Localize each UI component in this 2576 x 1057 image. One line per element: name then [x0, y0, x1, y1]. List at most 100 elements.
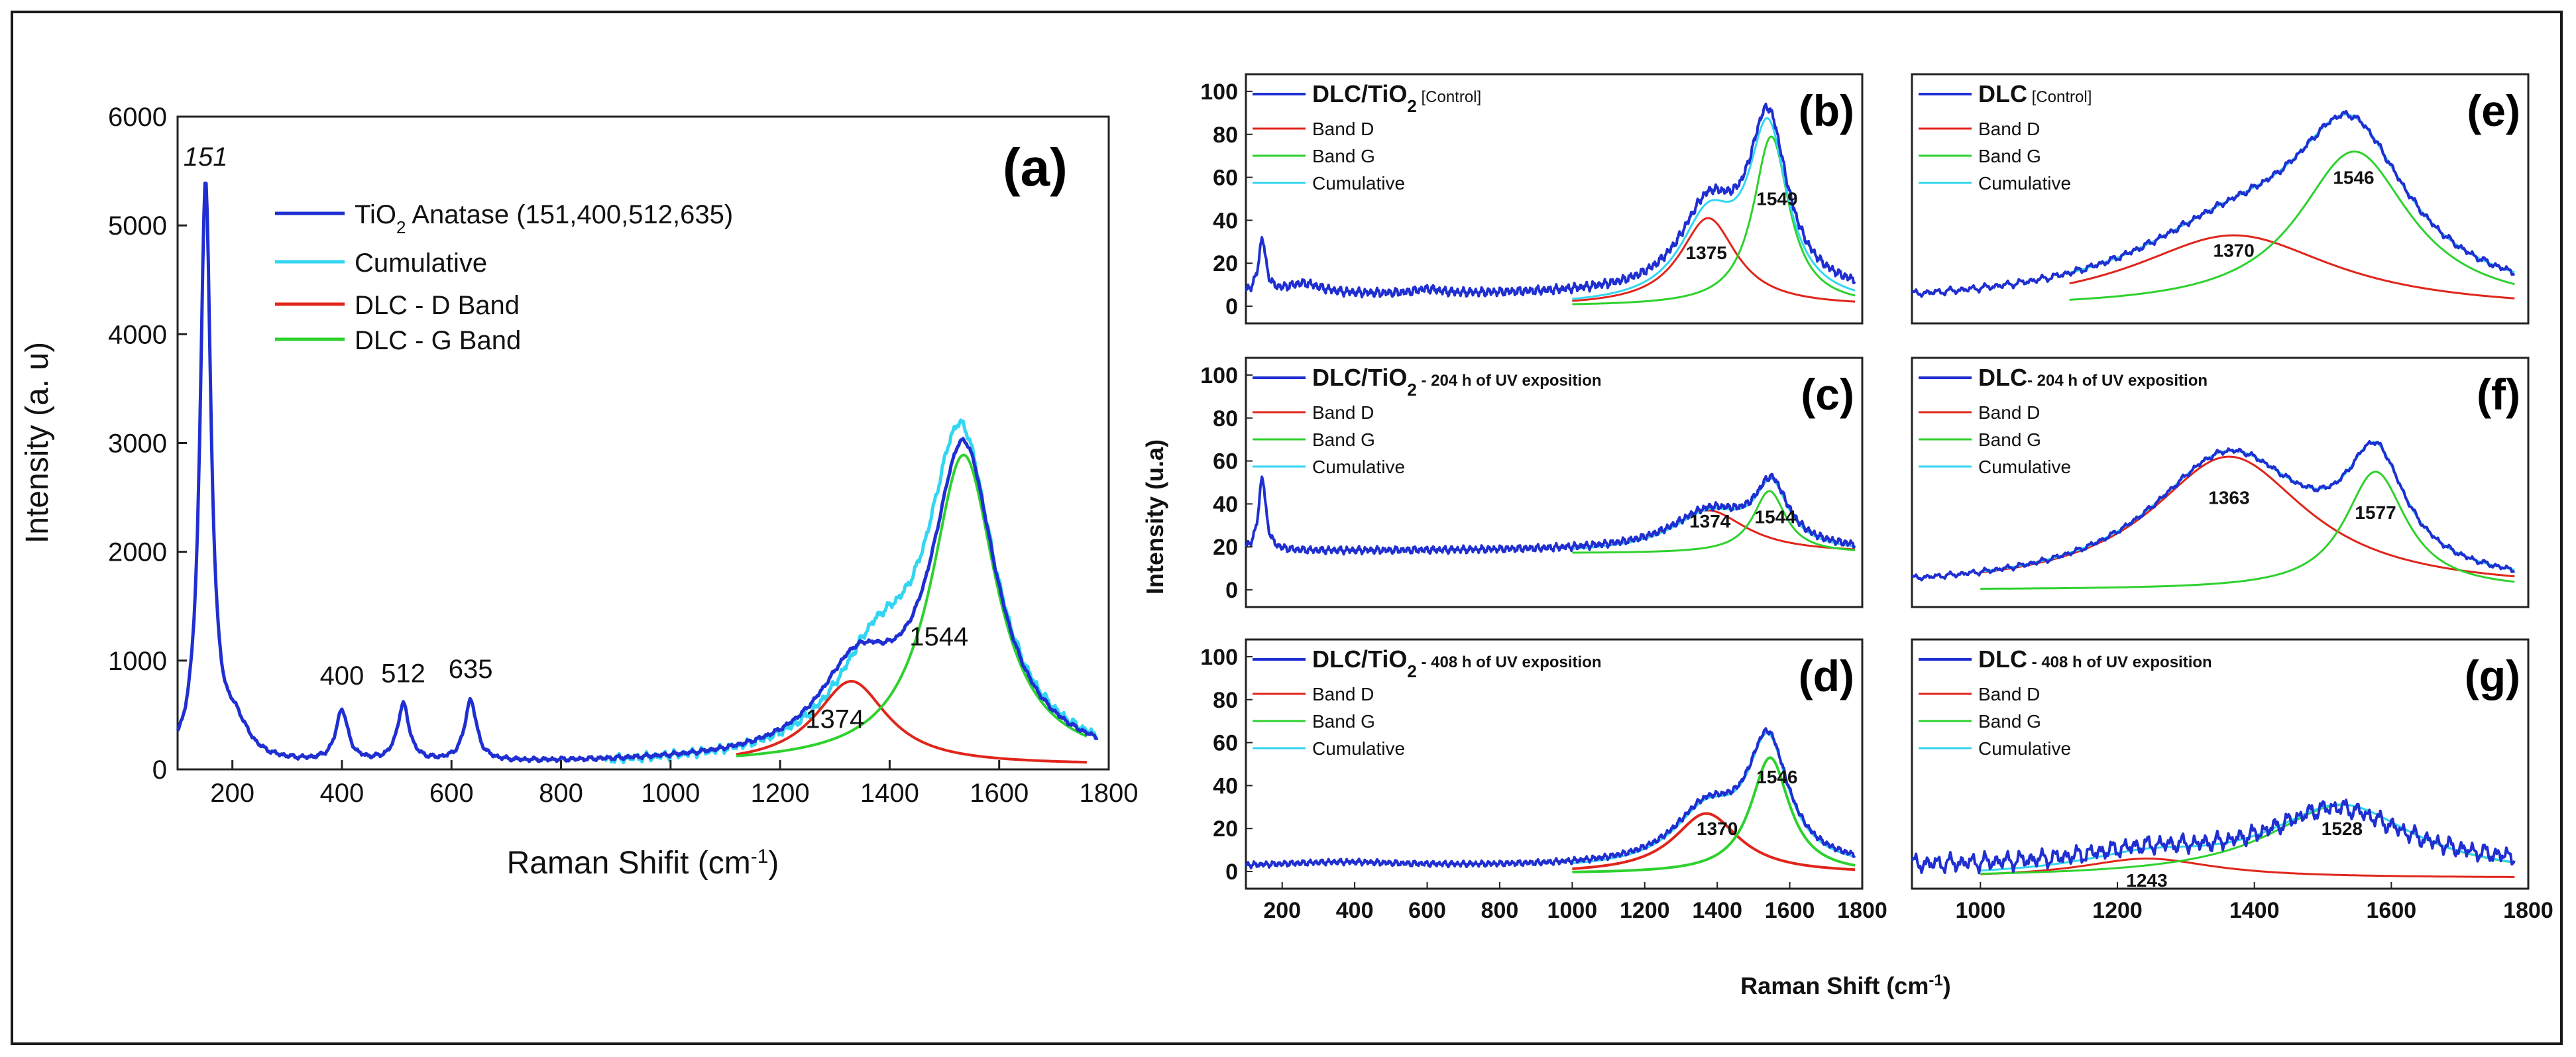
y-tick-label: 80 [1213, 688, 1238, 713]
panel-label-g: (g) [2465, 651, 2520, 700]
legend-label: Cumulative [1312, 738, 1405, 759]
legend-label: Band G [1312, 711, 1375, 732]
x-tick-label: 200 [1263, 898, 1301, 923]
x-tick-label: 1600 [1765, 898, 1815, 923]
series-line-band-d [1571, 812, 1856, 871]
legend-label: Band D [1312, 402, 1374, 423]
legend-label: Band G [1978, 711, 2041, 732]
legend-label: Cumulative [1312, 173, 1405, 194]
series-group [1911, 109, 2515, 301]
legend-label-tio2: TiO2 Anatase (151,400,512,635) [355, 200, 733, 237]
data-label: 1549 [1756, 189, 1797, 209]
panel-d: 0 20 40 60 80 100 200 400 600 800 1000 1200 1400 1600… [1200, 638, 1887, 923]
y-tick-label: 3000 [108, 429, 167, 459]
data-label: 1243 [2126, 870, 2167, 891]
series-line-band-g [1571, 756, 1856, 873]
y-tick-label: 100 [1200, 645, 1238, 670]
panel-label-e: (e) [2467, 86, 2520, 135]
data-label: 1546 [2333, 167, 2374, 188]
axes-frame [1245, 638, 1864, 890]
y-tick-label: 40 [1213, 492, 1238, 517]
series-line-cumulative [1571, 117, 1856, 300]
data-label: 1544 [1755, 507, 1797, 528]
panel-label-a: (a) [1003, 138, 1068, 197]
legend-label: Band G [1312, 146, 1375, 166]
y-tick-label: 20 [1213, 816, 1238, 842]
series-line-dlc-tio2 [1245, 727, 1856, 869]
data-label: 1375 [1686, 243, 1727, 263]
series-group [1245, 727, 1856, 873]
panel-e: 1546 1370 DLC [Control] Band D Band G Cumulat… [1911, 73, 2530, 325]
series-line-dlc-d-band [736, 680, 1088, 764]
data-label: 151 [184, 142, 228, 172]
panel-title: DLC/TiO2 [Control] [1312, 80, 1481, 116]
panel-b: 0 20 40 60 80 100 1375 1549 DLC/TiO2 [Control] Ba… [1200, 73, 1864, 325]
legend-label-cumulative: Cumulative [355, 249, 487, 278]
legend-label: Cumulative [1312, 457, 1405, 477]
series-line-band-g [1571, 135, 1856, 306]
x-tick-label: 400 [320, 779, 364, 808]
legend-label-g-band: DLC - G Band [355, 326, 521, 355]
series-group [176, 182, 1099, 765]
x-tick-group: 200 400 600 800 1000 1200 1400 1600 1800 [210, 760, 1138, 808]
legend-label: Band D [1978, 402, 2040, 423]
y-tick-label: 60 [1213, 166, 1238, 191]
data-label: 1370 [1697, 818, 1738, 839]
y-tick-label: 80 [1213, 406, 1238, 431]
x-tick-label: 1600 [2367, 898, 2417, 923]
y-tick-label: 2000 [108, 538, 167, 567]
y-tick-label: 0 [1225, 860, 1238, 885]
series-line-dlc [1911, 440, 2515, 582]
x-tick-label: 200 [210, 779, 254, 808]
series-line-band-g [1980, 471, 2515, 590]
x-tick-label: 1400 [2229, 898, 2280, 923]
x-tick-label: 800 [1481, 898, 1519, 923]
series-line-band-d [2069, 234, 2515, 300]
data-label: 1528 [2322, 818, 2363, 839]
panel-label-f: (f) [2477, 370, 2520, 419]
data-label: 1544 [909, 622, 968, 651]
y-tick-label: 80 [1213, 123, 1238, 148]
x-tick-label: 1800 [2503, 898, 2553, 923]
axes-frame [1245, 73, 1864, 325]
x-axis-label: Raman Shifit (cm-1) [507, 846, 779, 881]
legend-label: Band G [1312, 429, 1375, 450]
legend-label: Band D [1978, 684, 2040, 704]
series-line-band-d [1571, 217, 1856, 303]
series-group [1911, 799, 2516, 878]
panel-c: 0 20 40 60 80 100 1374 1544 DLC/TiO2 - 204 h of … [1200, 357, 1864, 608]
series-line-dlc-g-band [736, 453, 1088, 757]
x-tick-label: 1400 [1692, 898, 1742, 923]
data-label: 512 [381, 659, 425, 689]
series-line-band-g [2069, 150, 2515, 301]
y-axis-label: Intensity (a. u) [20, 342, 55, 543]
panel-label-b: (b) [1799, 86, 1854, 135]
panel-title: DLC/TiO2 - 408 h of UV exposition [1312, 645, 1602, 681]
x-tick-label: 1800 [1080, 779, 1139, 808]
data-label: 1374 [1689, 511, 1731, 531]
y-tick-label: 20 [1213, 251, 1238, 276]
series-line-tio2-anatase [176, 182, 1099, 763]
y-tick-label: 6000 [108, 103, 167, 132]
shared-x-axis-label: Raman Shift (cm-1) [1740, 972, 1950, 1000]
x-tick-label: 1600 [970, 779, 1029, 808]
y-tick-label: 40 [1213, 773, 1238, 799]
panel-title: DLC - 408 h of UV exposition [1978, 645, 2212, 673]
legend-label-d-band: DLC - D Band [355, 291, 520, 320]
axes-frame [1911, 73, 2530, 325]
data-label: 400 [320, 661, 364, 691]
x-tick-label: 1000 [1956, 898, 2006, 923]
y-tick-label: 4000 [108, 320, 167, 349]
panel-a: 200 400 600 800 1000 1200 1400 1600 1800 0100020… [20, 103, 1138, 881]
y-tick-label: 5000 [108, 211, 167, 241]
y-tick-label: 0 [152, 755, 167, 785]
y-tick-label: 100 [1200, 80, 1238, 105]
shared-y-axis-label: Intensity (u.a) [1141, 439, 1168, 594]
y-tick-label: 0 [1225, 578, 1238, 603]
legend-label: Cumulative [1978, 457, 2071, 477]
x-tick-label: 400 [1336, 898, 1374, 923]
axes-frame [1911, 357, 2530, 608]
y-tick-group: 0 1000 2000 3000 4000 5000 6000 [108, 103, 187, 785]
x-tick-label: 1800 [1837, 898, 1887, 923]
x-tick-label: 600 [1408, 898, 1446, 923]
